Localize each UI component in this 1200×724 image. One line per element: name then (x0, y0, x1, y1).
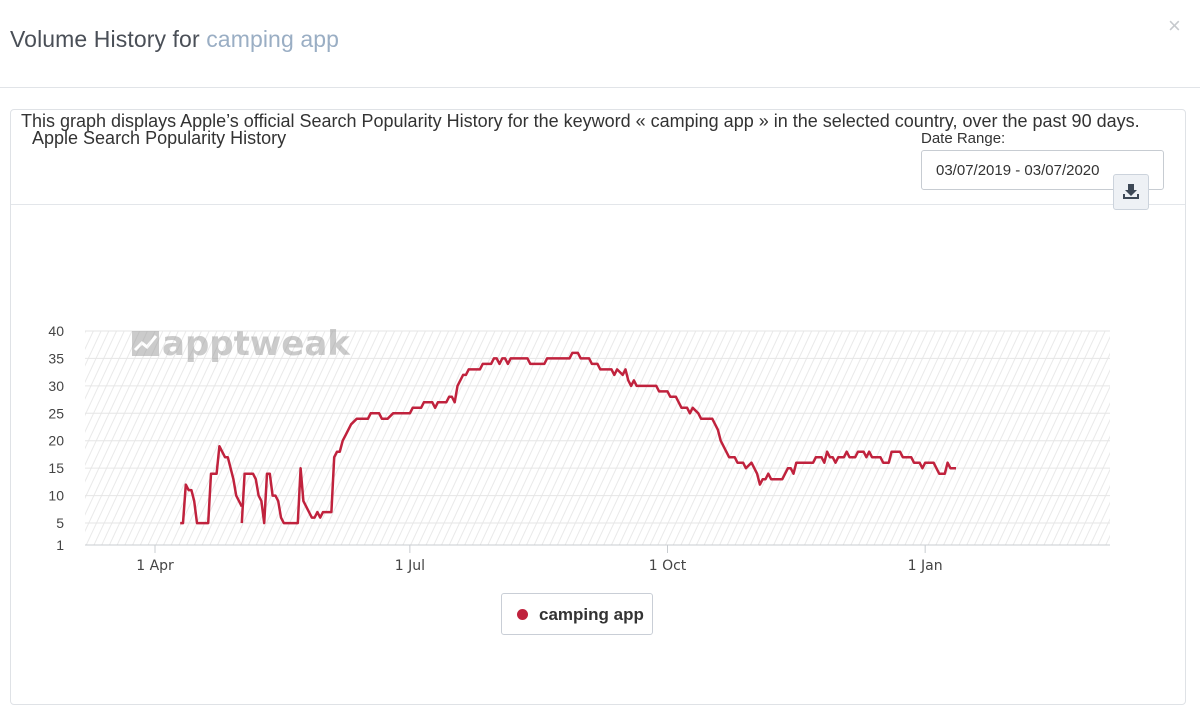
y-tick-label: 30 (48, 378, 64, 394)
panel-title: Apple Search Popularity History (32, 128, 287, 148)
y-tick-label: 20 (48, 433, 64, 449)
date-range-label: Date Range: (921, 130, 1006, 147)
x-tick-label: 1 Oct (649, 558, 687, 574)
panel-header: Apple Search Popularity History Date Ran… (11, 110, 1185, 205)
x-tick-label: 1 Jul (395, 558, 425, 574)
y-tick-label: 10 (48, 488, 64, 504)
y-tick-label: 1 (56, 537, 64, 553)
plot-background (85, 331, 1110, 545)
apptweak-watermark: apptweak (132, 324, 351, 364)
close-icon[interactable]: × (1168, 13, 1181, 38)
y-tick-label: 40 (48, 323, 64, 339)
legend-label: camping app (539, 605, 644, 624)
watermark-text: apptweak (162, 324, 351, 364)
y-tick-label: 35 (48, 350, 64, 366)
download-button[interactable] (1113, 174, 1149, 210)
y-tick-label: 25 (48, 405, 64, 421)
modal-title: Volume History for camping app (10, 26, 339, 53)
chart-description: This graph displays Apple’s official Sea… (21, 111, 1140, 131)
legend-item-camping-app[interactable]: camping app (501, 593, 653, 635)
x-tick-label: 1 Apr (136, 558, 174, 574)
y-tick-label: 15 (48, 460, 64, 476)
series-line (180, 444, 243, 525)
y-tick-label: 5 (56, 515, 64, 531)
date-range-input[interactable] (921, 150, 1164, 190)
modal-title-keyword: camping app (206, 26, 340, 52)
popularity-panel: Apple Search Popularity History Date Ran… (10, 109, 1186, 705)
x-tick-label: 1 Jan (908, 558, 943, 574)
series-line (240, 351, 956, 525)
download-icon (1123, 184, 1139, 199)
legend-marker (517, 609, 528, 620)
modal-title-prefix: Volume History for (10, 26, 200, 52)
modal-header: Volume History for camping app × (0, 0, 1200, 88)
